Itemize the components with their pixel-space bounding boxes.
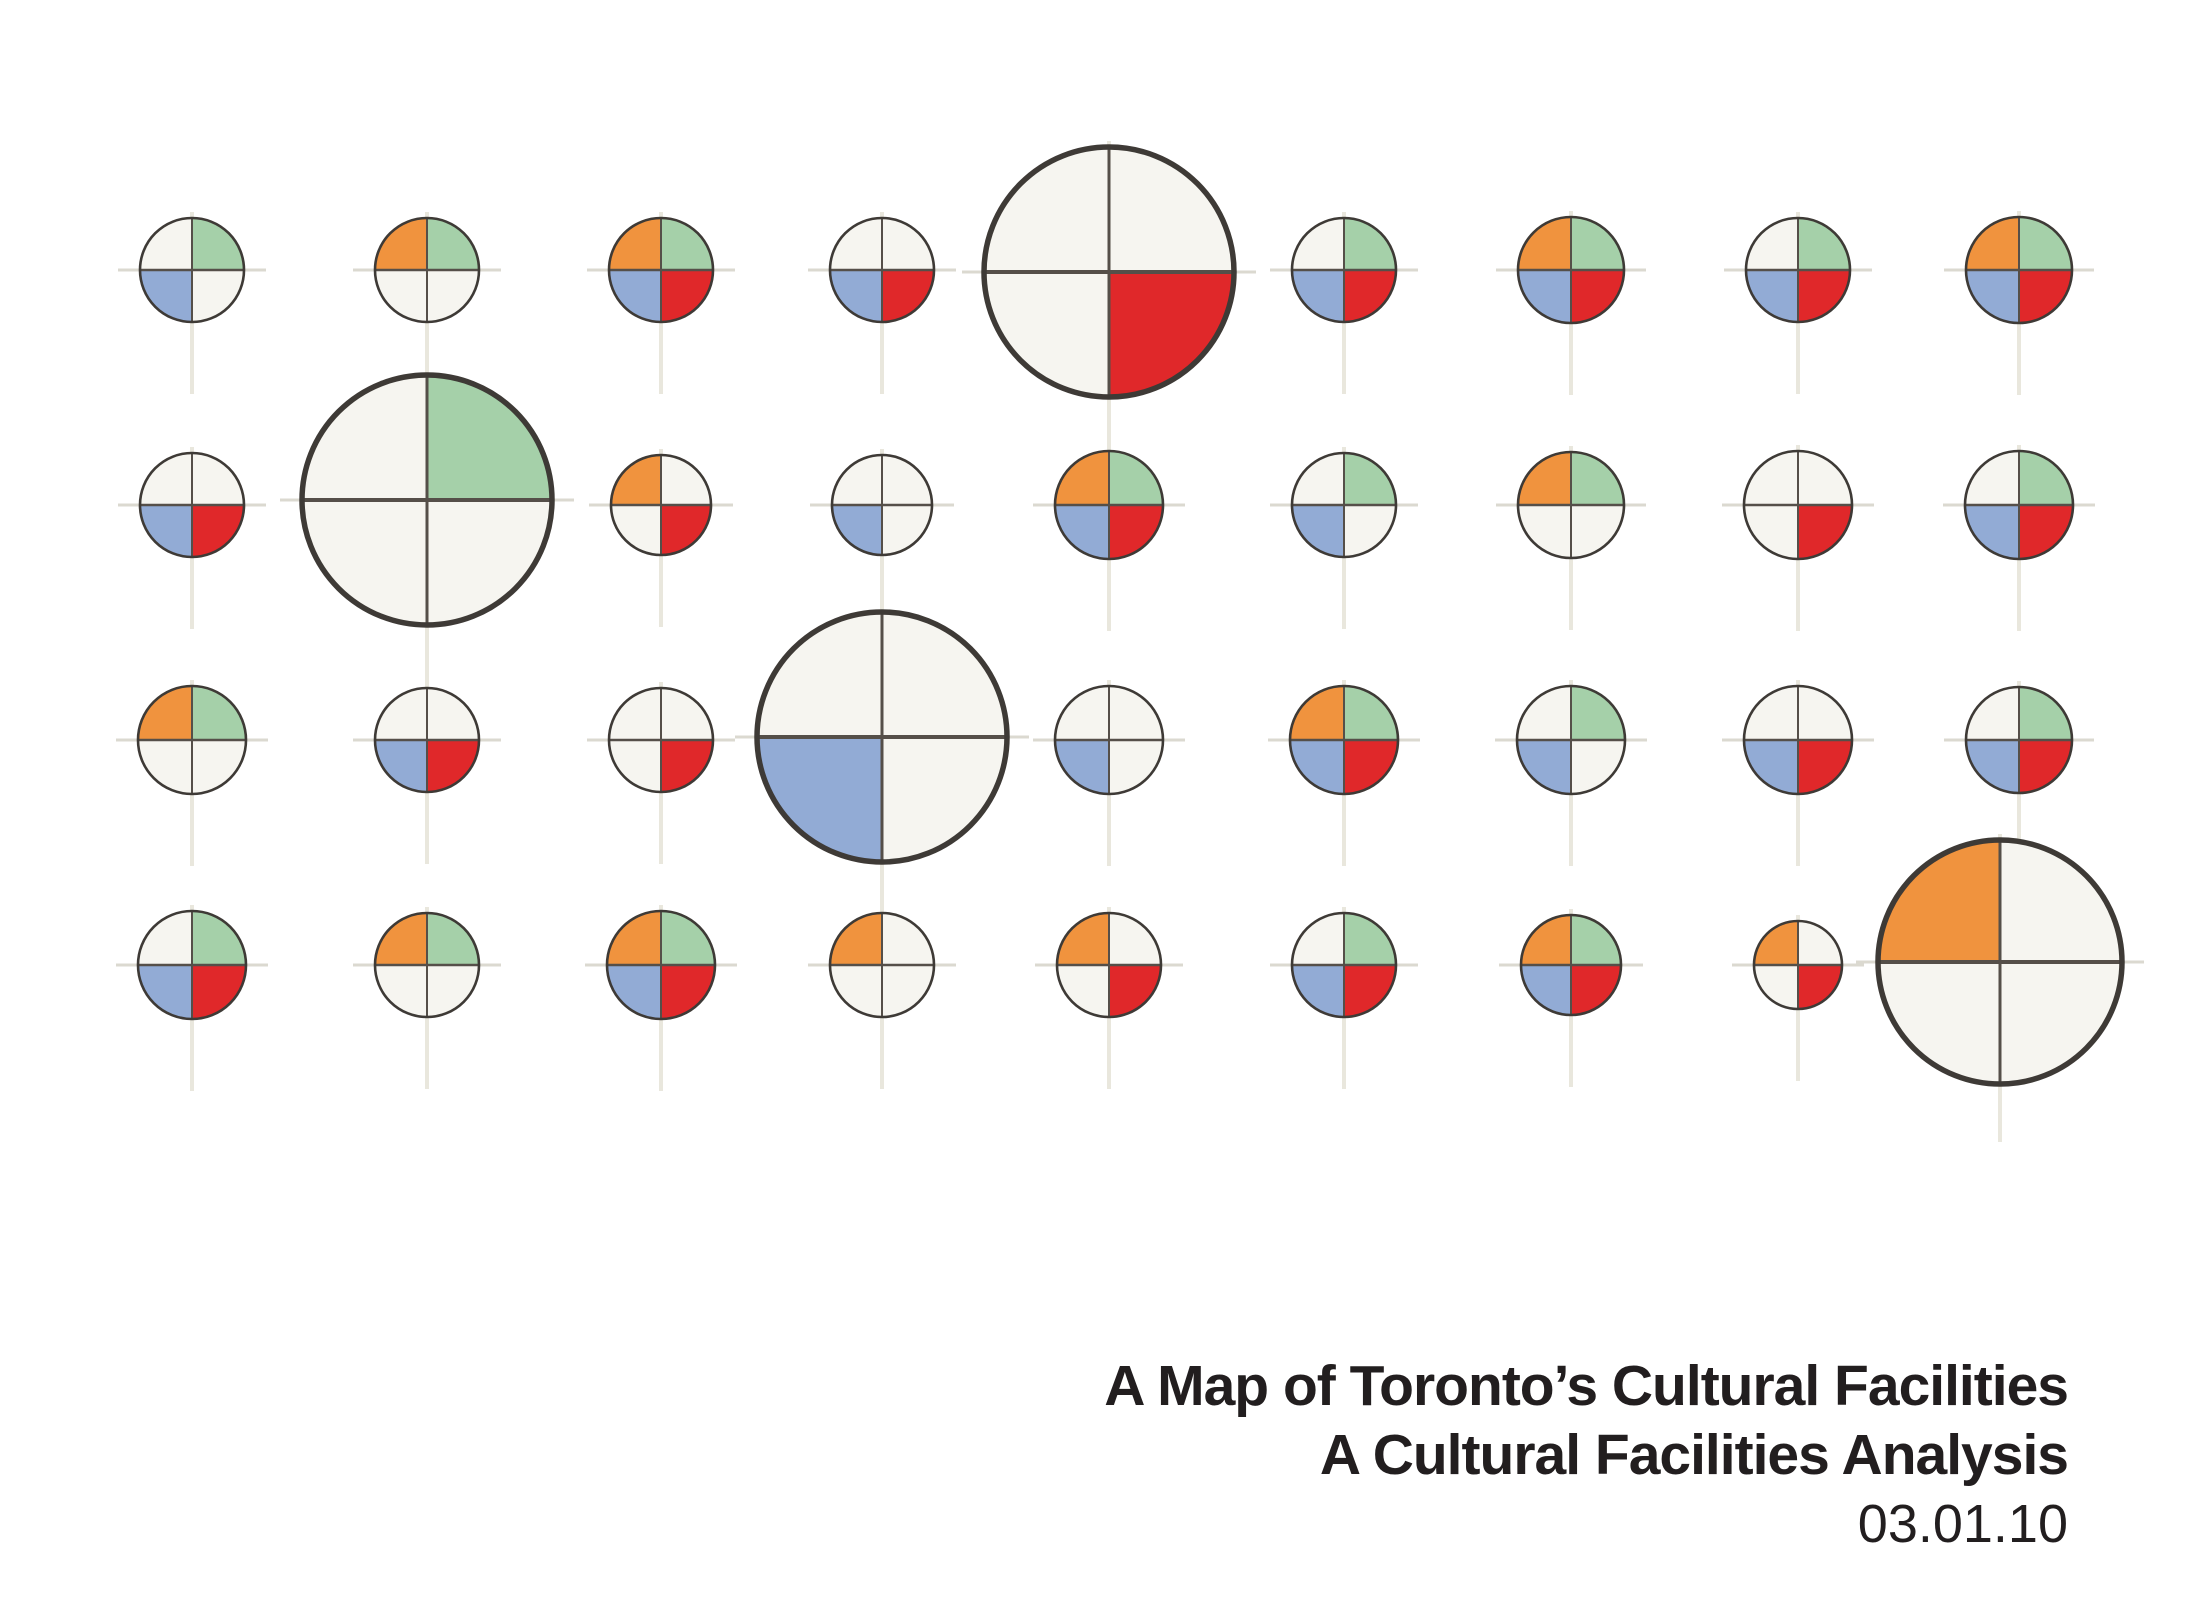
facility-glyph bbox=[1732, 915, 1864, 1081]
facility-glyph bbox=[1270, 447, 1418, 629]
facility-glyph bbox=[1268, 680, 1420, 866]
facility-glyph bbox=[353, 682, 501, 864]
facility-glyph bbox=[585, 905, 737, 1091]
facility-glyph bbox=[116, 905, 268, 1091]
poster-date: 03.01.10 bbox=[1857, 1494, 2068, 1554]
facility-glyph bbox=[735, 606, 1029, 920]
facility-glyph bbox=[1270, 212, 1418, 394]
facility-glyph bbox=[1496, 446, 1646, 630]
facility-glyph bbox=[1496, 211, 1646, 395]
facility-glyph bbox=[1944, 211, 2094, 395]
facility-glyph bbox=[118, 447, 266, 629]
facility-glyph bbox=[1033, 680, 1185, 866]
facility-glyph bbox=[1495, 680, 1647, 866]
title-block: A Map of Toronto’s Cultural Facilities A… bbox=[1104, 1352, 2069, 1559]
facility-glyph bbox=[1724, 212, 1872, 394]
facility-glyph bbox=[1035, 907, 1183, 1089]
facility-glyph bbox=[116, 680, 268, 866]
poster-title: A Map of Toronto’s Cultural Facilities bbox=[1104, 1354, 2069, 1418]
facility-glyph bbox=[962, 141, 1256, 455]
facility-glyph bbox=[280, 369, 574, 683]
facility-glyph bbox=[118, 212, 266, 394]
facility-glyph bbox=[353, 212, 501, 394]
facility-glyph bbox=[1722, 680, 1874, 866]
facility-glyph bbox=[810, 449, 954, 627]
facility-glyph bbox=[587, 682, 735, 864]
facility-glyph bbox=[589, 449, 733, 627]
facility-glyph bbox=[808, 212, 956, 394]
facility-glyph bbox=[808, 907, 956, 1089]
facility-glyph bbox=[1722, 445, 1874, 631]
facility-glyph bbox=[1943, 445, 2095, 631]
facility-glyph bbox=[1270, 907, 1418, 1089]
poster-subtitle: A Cultural Facilities Analysis bbox=[1319, 1423, 2069, 1487]
facility-glyph bbox=[1033, 445, 1185, 631]
facility-glyph bbox=[353, 907, 501, 1089]
facility-glyph bbox=[587, 212, 735, 394]
facility-glyph bbox=[1944, 681, 2094, 865]
facility-glyph bbox=[1499, 909, 1643, 1087]
facility-glyph bbox=[1856, 834, 2144, 1142]
